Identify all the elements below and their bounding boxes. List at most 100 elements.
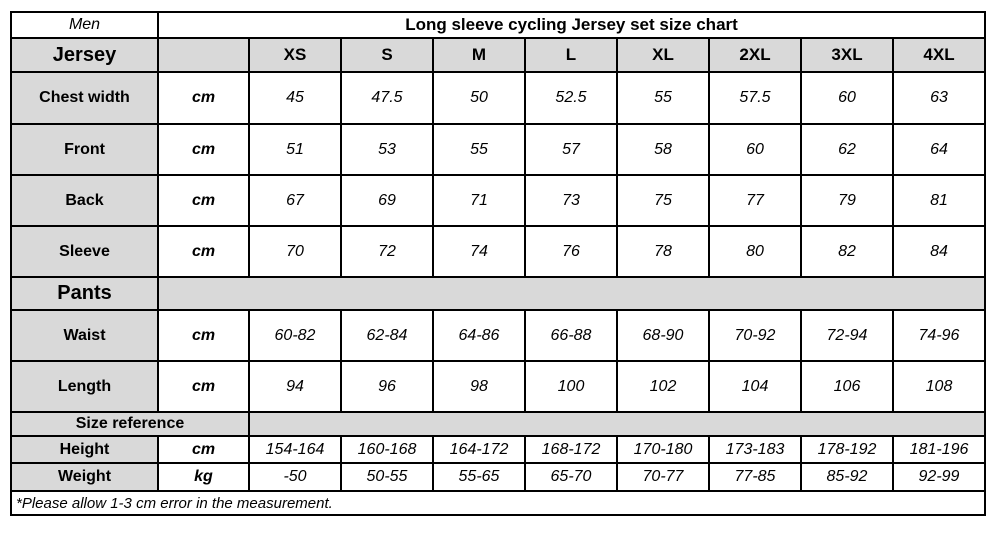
unit-cell: cm xyxy=(157,435,250,464)
value-cell: 66-88 xyxy=(524,309,618,362)
jersey-row-back: Back cm 67 69 71 73 75 77 79 81 xyxy=(10,174,986,227)
value-cell: 71 xyxy=(432,174,526,227)
row-label-weight: Weight xyxy=(10,462,159,492)
value-cell: 85-92 xyxy=(800,462,894,492)
unit-cell: kg xyxy=(157,462,250,492)
value-cell: 62 xyxy=(800,123,894,176)
value-cell: 82 xyxy=(800,225,894,278)
pants-row-waist: Waist cm 60-82 62-84 64-86 66-88 68-90 7… xyxy=(10,309,986,362)
value-cell: 51 xyxy=(248,123,342,176)
value-cell: 50-55 xyxy=(340,462,434,492)
value-cell: 96 xyxy=(340,360,434,413)
value-cell: 55 xyxy=(616,71,710,125)
value-cell: 92-99 xyxy=(892,462,986,492)
value-cell: 70 xyxy=(248,225,342,278)
row-label-waist: Waist xyxy=(10,309,159,362)
value-cell: 70-92 xyxy=(708,309,802,362)
value-cell: 72-94 xyxy=(800,309,894,362)
row-label-sleeve: Sleeve xyxy=(10,225,159,278)
value-cell: 94 xyxy=(248,360,342,413)
row-label-front: Front xyxy=(10,123,159,176)
jersey-header-row: Jersey XS S M L XL 2XL 3XL 4XL xyxy=(10,37,986,73)
value-cell: 168-172 xyxy=(524,435,618,464)
jersey-section-label: Jersey xyxy=(10,37,159,73)
pants-header-row: Pants xyxy=(10,276,986,311)
size-reference-label: Size reference xyxy=(10,411,250,437)
unit-cell: cm xyxy=(157,225,250,278)
value-cell: 77 xyxy=(708,174,802,227)
unit-cell: cm xyxy=(157,71,250,125)
value-cell: 76 xyxy=(524,225,618,278)
value-cell: 173-183 xyxy=(708,435,802,464)
value-cell: 154-164 xyxy=(248,435,342,464)
unit-cell: cm xyxy=(157,309,250,362)
value-cell: 80 xyxy=(708,225,802,278)
value-cell: 160-168 xyxy=(340,435,434,464)
row-label-length: Length xyxy=(10,360,159,413)
jersey-row-sleeve: Sleeve cm 70 72 74 76 78 80 82 84 xyxy=(10,225,986,278)
jersey-row-chest-width: Chest width cm 45 47.5 50 52.5 55 57.5 6… xyxy=(10,71,986,125)
value-cell: 68-90 xyxy=(616,309,710,362)
value-cell: 79 xyxy=(800,174,894,227)
size-header-2xl: 2XL xyxy=(708,37,802,73)
value-cell: 57 xyxy=(524,123,618,176)
row-label-height: Height xyxy=(10,435,159,464)
unit-header-cell xyxy=(157,37,250,73)
value-cell: 181-196 xyxy=(892,435,986,464)
value-cell: 55 xyxy=(432,123,526,176)
size-header-4xl: 4XL xyxy=(892,37,986,73)
measurement-note: *Please allow 1-3 cm error in the measur… xyxy=(10,490,986,516)
value-cell: 102 xyxy=(616,360,710,413)
size-header-xl: XL xyxy=(616,37,710,73)
size-header-xs: XS xyxy=(248,37,342,73)
value-cell: 70-77 xyxy=(616,462,710,492)
value-cell: 57.5 xyxy=(708,71,802,125)
gender-label: Men xyxy=(10,11,159,39)
value-cell: 100 xyxy=(524,360,618,413)
reference-row-height: Height cm 154-164 160-168 164-172 168-17… xyxy=(10,435,986,464)
note-row: *Please allow 1-3 cm error in the measur… xyxy=(10,490,986,516)
value-cell: 60 xyxy=(800,71,894,125)
row-label-chest-width: Chest width xyxy=(10,71,159,125)
value-cell: 178-192 xyxy=(800,435,894,464)
value-cell: 78 xyxy=(616,225,710,278)
unit-cell: cm xyxy=(157,360,250,413)
value-cell: 69 xyxy=(340,174,434,227)
value-cell: -50 xyxy=(248,462,342,492)
value-cell: 72 xyxy=(340,225,434,278)
value-cell: 50 xyxy=(432,71,526,125)
row-label-back: Back xyxy=(10,174,159,227)
size-header-3xl: 3XL xyxy=(800,37,894,73)
value-cell: 64-86 xyxy=(432,309,526,362)
value-cell: 98 xyxy=(432,360,526,413)
value-cell: 58 xyxy=(616,123,710,176)
pants-section-spacer xyxy=(157,276,986,311)
value-cell: 53 xyxy=(340,123,434,176)
unit-cell: cm xyxy=(157,123,250,176)
value-cell: 65-70 xyxy=(524,462,618,492)
size-reference-spacer xyxy=(248,411,986,437)
value-cell: 60-82 xyxy=(248,309,342,362)
pants-section-label: Pants xyxy=(10,276,159,311)
size-chart-table: Men Long sleeve cycling Jersey set size … xyxy=(10,11,986,516)
value-cell: 73 xyxy=(524,174,618,227)
value-cell: 63 xyxy=(892,71,986,125)
value-cell: 47.5 xyxy=(340,71,434,125)
value-cell: 75 xyxy=(616,174,710,227)
value-cell: 55-65 xyxy=(432,462,526,492)
jersey-row-front: Front cm 51 53 55 57 58 60 62 64 xyxy=(10,123,986,176)
value-cell: 84 xyxy=(892,225,986,278)
value-cell: 108 xyxy=(892,360,986,413)
value-cell: 74 xyxy=(432,225,526,278)
value-cell: 106 xyxy=(800,360,894,413)
reference-row-weight: Weight kg -50 50-55 55-65 65-70 70-77 77… xyxy=(10,462,986,492)
size-header-s: S xyxy=(340,37,434,73)
unit-cell: cm xyxy=(157,174,250,227)
value-cell: 60 xyxy=(708,123,802,176)
value-cell: 64 xyxy=(892,123,986,176)
value-cell: 81 xyxy=(892,174,986,227)
title-row: Men Long sleeve cycling Jersey set size … xyxy=(10,11,986,39)
chart-title: Long sleeve cycling Jersey set size char… xyxy=(157,11,986,39)
value-cell: 170-180 xyxy=(616,435,710,464)
size-reference-row: Size reference xyxy=(10,411,986,437)
